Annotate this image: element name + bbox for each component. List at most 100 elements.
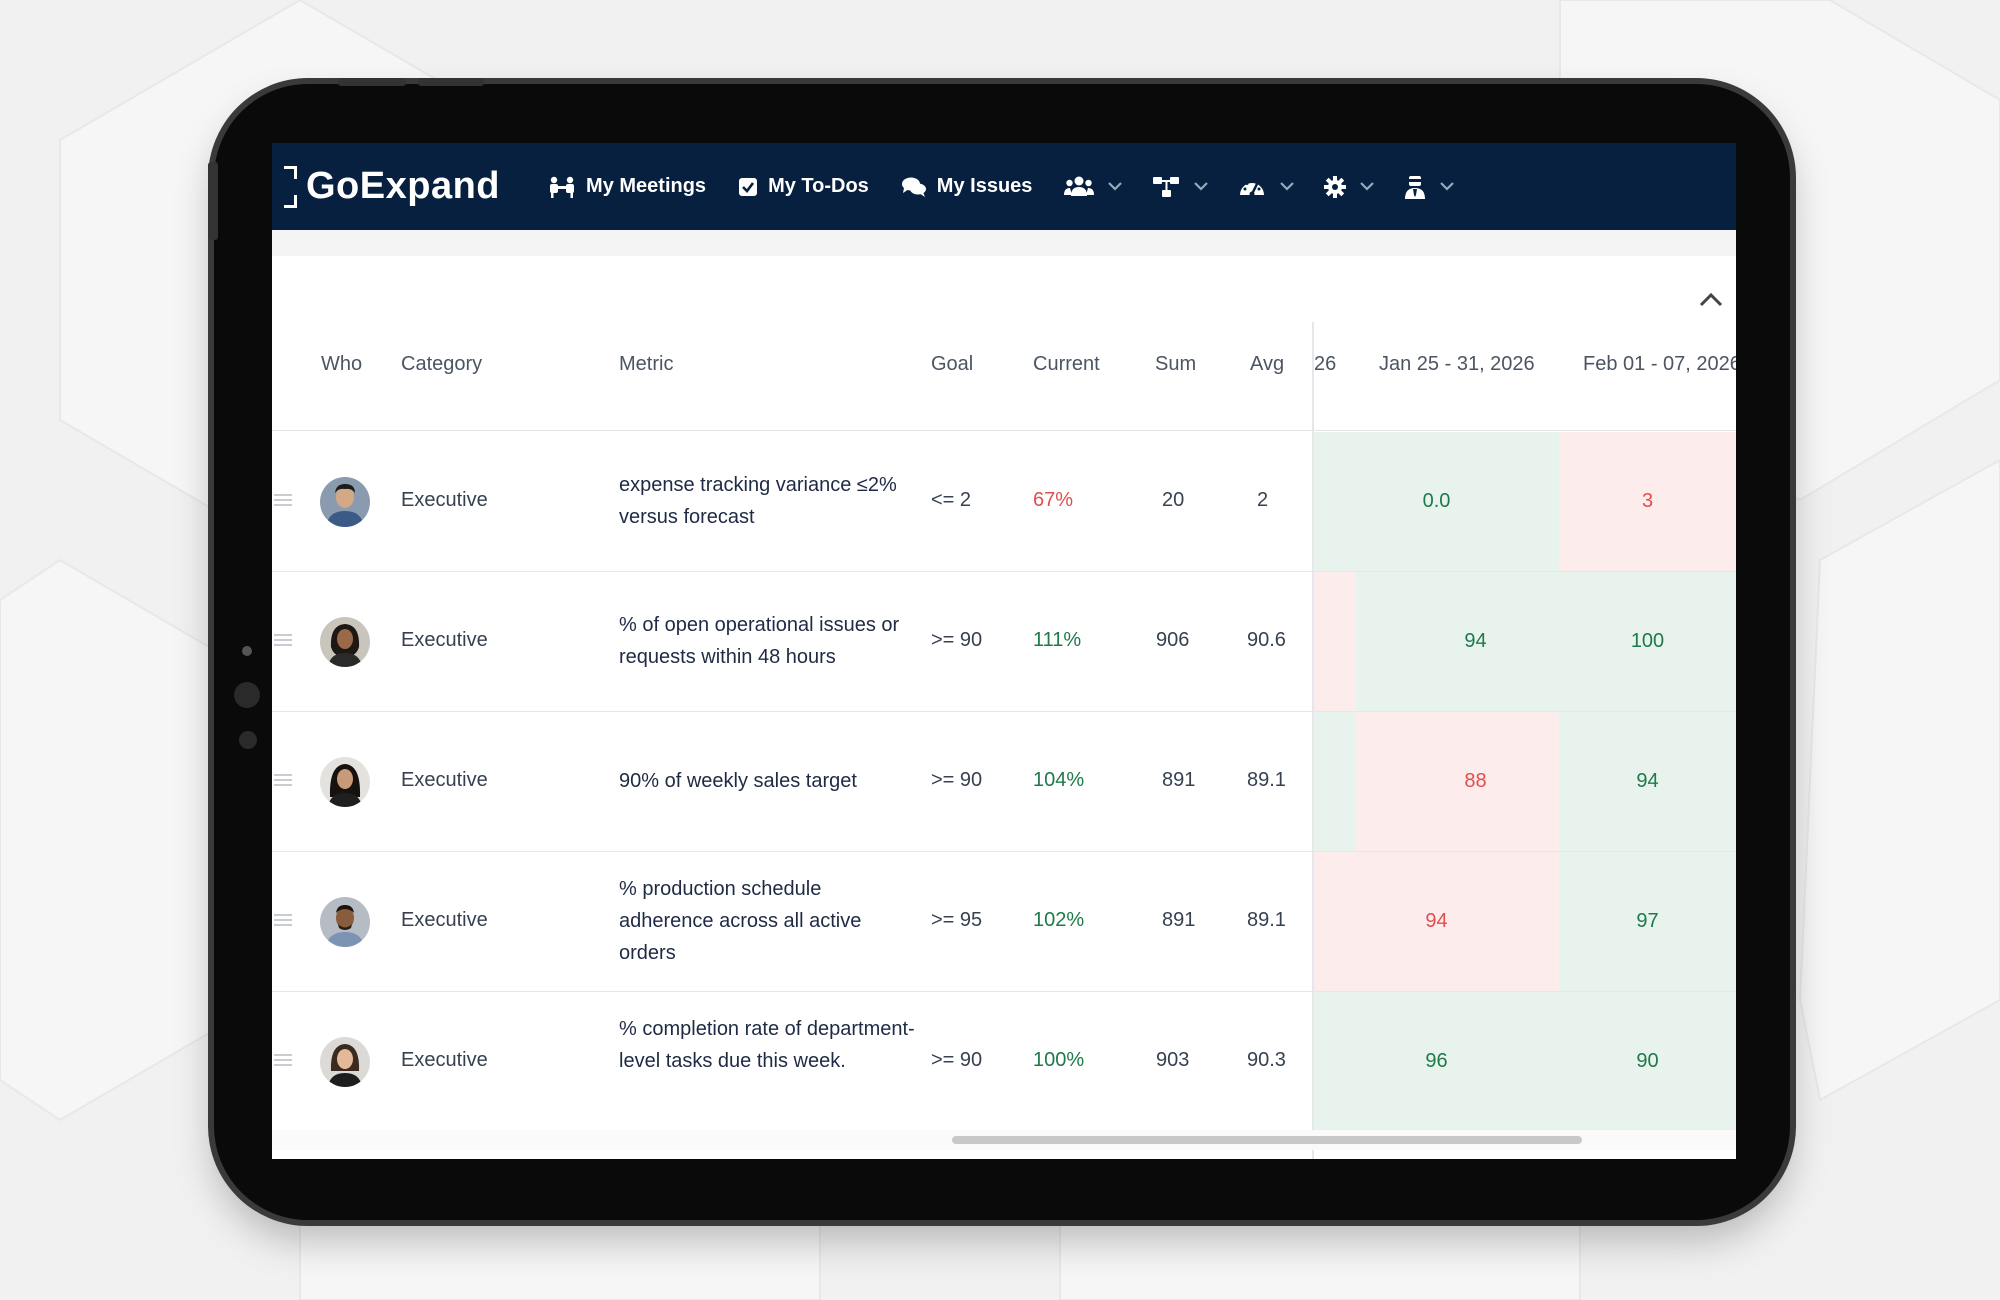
avatar: [320, 897, 370, 947]
week-value: 97: [1636, 910, 1659, 932]
chevron-up-icon: [1699, 292, 1723, 307]
nav-people-dropdown[interactable]: [1064, 176, 1123, 198]
header-category[interactable]: Category: [401, 353, 483, 375]
week-value-cell[interactable]: 94: [1314, 852, 1559, 991]
sum-cell: 903: [1156, 1049, 1190, 1071]
avatar: [320, 477, 370, 527]
horizontal-scrollbar-thumb[interactable]: [952, 1136, 1582, 1144]
nav-my-todos[interactable]: My To-Dos: [738, 175, 869, 198]
week-value-cell[interactable]: 97: [1559, 852, 1736, 991]
category-cell: Executive: [401, 769, 488, 791]
goal-cell: >= 95: [931, 909, 983, 931]
sum-cell: 891: [1162, 769, 1196, 791]
table-header: Who Category Metric Goal Current Sum Avg…: [272, 256, 1736, 431]
current-cell: 104%: [1033, 769, 1085, 791]
metric-cell[interactable]: expense tracking variance ≤2% versus for…: [619, 474, 897, 528]
nav-my-meetings[interactable]: My Meetings: [548, 175, 706, 198]
drag-handle-icon[interactable]: [274, 1054, 292, 1068]
drag-handle-icon[interactable]: [274, 494, 292, 508]
week-value: 94: [1464, 630, 1487, 652]
week-value: 94: [1425, 910, 1448, 932]
week-value-cell[interactable]: 100: [1559, 572, 1736, 711]
current-cell: 67%: [1033, 489, 1074, 511]
drag-handle-icon[interactable]: [274, 634, 292, 648]
top-nav: GoExpand My Meetings My To-Dos My Issues: [272, 143, 1736, 230]
week-value-cell[interactable]: 94: [1356, 572, 1559, 711]
week-value-cell[interactable]: 88: [1356, 712, 1559, 851]
category-cell: Executive: [401, 629, 488, 651]
chat-icon: [901, 177, 926, 197]
nav-my-issues[interactable]: My Issues: [901, 175, 1033, 198]
table-row[interactable]: Executive % production schedule adherenc…: [272, 852, 1736, 992]
meetings-icon: [550, 176, 575, 198]
dashboard-icon: [1240, 179, 1265, 196]
week-value: 96: [1425, 1050, 1448, 1072]
scorecard-panel: Who Category Metric Goal Current Sum Avg…: [272, 256, 1736, 1159]
header-week-feb01[interactable]: Feb 01 - 07, 2026: [1583, 353, 1736, 375]
gear-icon: [1324, 175, 1347, 198]
nav-org-dropdown[interactable]: [1152, 176, 1209, 198]
goal-cell: >= 90: [931, 1049, 983, 1071]
tablet-volume-button: [338, 78, 406, 86]
avatar: [320, 757, 370, 807]
brand-logo[interactable]: GoExpand: [282, 143, 500, 230]
org-chart-icon: [1153, 176, 1180, 197]
drag-handle-icon[interactable]: [274, 774, 292, 788]
collapse-button[interactable]: [1696, 284, 1726, 314]
metric-cell[interactable]: % production schedule adherence across a…: [619, 878, 862, 964]
avg-cell: 90.3: [1247, 1049, 1286, 1071]
header-current[interactable]: Current: [1033, 353, 1100, 375]
week-value-cell[interactable]: 94: [1559, 712, 1736, 851]
frozen-column-divider: [1312, 322, 1314, 1159]
week-value: 88: [1464, 770, 1487, 792]
header-week-partial[interactable]: 26: [1314, 353, 1337, 375]
app-screen: GoExpand My Meetings My To-Dos My Issues: [272, 143, 1736, 1159]
header-avg[interactable]: Avg: [1250, 353, 1285, 375]
header-who[interactable]: Who: [321, 353, 363, 375]
table-row[interactable]: Executive 90% of weekly sales target >= …: [272, 712, 1736, 852]
week-value-cell[interactable]: 96: [1314, 992, 1559, 1131]
tablet-power-button: [208, 162, 218, 240]
week-value-cell[interactable]: [1314, 712, 1356, 851]
nav-label: My Issues: [936, 175, 1033, 197]
sum-cell: 891: [1162, 909, 1196, 931]
nav-settings-dropdown[interactable]: [1324, 175, 1375, 198]
header-sum[interactable]: Sum: [1155, 353, 1197, 375]
week-value-cell[interactable]: 0.0: [1314, 432, 1559, 571]
nav-label: My Meetings: [586, 175, 707, 197]
goal-cell: >= 90: [931, 629, 983, 651]
current-cell: 102%: [1033, 909, 1085, 931]
current-cell: 111%: [1033, 629, 1082, 651]
table-row[interactable]: Executive expense tracking variance ≤2% …: [272, 432, 1736, 572]
table-row[interactable]: Executive % completion rate of departmen…: [272, 992, 1736, 1132]
week-value-cell[interactable]: 90: [1559, 992, 1736, 1131]
tablet-sensor: [234, 682, 260, 708]
header-week-jan25[interactable]: Jan 25 - 31, 2026: [1379, 353, 1535, 375]
tablet-sensor: [239, 731, 257, 749]
header-metric[interactable]: Metric: [619, 353, 674, 375]
tablet-volume-button: [418, 78, 484, 86]
logo-bracket-icon: [282, 165, 297, 208]
goal-cell: <= 2: [931, 489, 972, 511]
metric-cell[interactable]: % of open operational issues or requests…: [619, 614, 900, 668]
nav-dashboard-dropdown[interactable]: [1238, 176, 1295, 198]
sum-cell: 906: [1156, 629, 1190, 651]
avatar: [320, 1037, 370, 1087]
drag-handle-icon[interactable]: [274, 914, 292, 928]
table-row[interactable]: Executive % of open operational issues o…: [272, 572, 1736, 712]
week-value-cell[interactable]: 3: [1559, 432, 1736, 571]
user-tie-icon: [1405, 175, 1426, 199]
category-cell: Executive: [401, 1049, 488, 1071]
week-value: 3: [1641, 490, 1654, 512]
checkbox-icon: [739, 177, 758, 196]
header-goal[interactable]: Goal: [931, 353, 974, 375]
category-cell: Executive: [401, 909, 488, 931]
metric-cell[interactable]: 90% of weekly sales target: [619, 770, 857, 792]
metric-cell[interactable]: % completion rate of department-level ta…: [619, 1018, 915, 1072]
avg-cell: 2: [1257, 489, 1269, 511]
avatar: [320, 617, 370, 667]
nav-admin-dropdown[interactable]: [1404, 175, 1455, 199]
week-value-cell[interactable]: [1314, 572, 1356, 711]
chevron-down-icon: [1440, 182, 1455, 191]
goal-cell: >= 90: [931, 769, 983, 791]
